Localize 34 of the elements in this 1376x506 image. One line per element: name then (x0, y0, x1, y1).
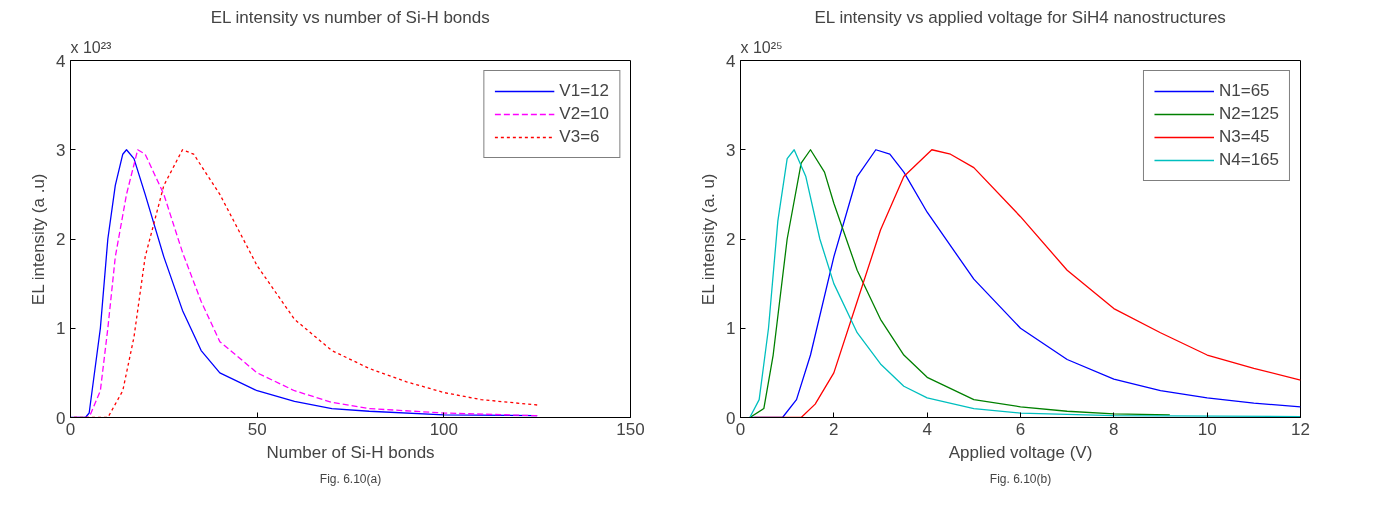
x-tick-label: 4 (922, 419, 932, 439)
caption: Fig. 6.10(b) (989, 471, 1052, 486)
chart-title: EL intensity vs number of Si-H bonds (210, 7, 490, 27)
y-tick-label: 2 (726, 230, 736, 249)
y-tick-label: 1 (726, 319, 736, 339)
y-axis-title: EL intensity (a .u) (29, 173, 49, 306)
x-axis-title: Number of Si-H bonds (266, 442, 435, 462)
x-tick-label: 2 (829, 419, 839, 439)
legend-label: N3=45 (1218, 127, 1270, 147)
x-tick-label: 6 (1015, 419, 1026, 439)
legend-label: V3=6 (559, 127, 600, 147)
x-axis-title: Applied voltage (V) (948, 442, 1093, 462)
legend-label: N2=125 (1218, 104, 1279, 124)
x-tick-label: 8 (1109, 419, 1119, 439)
legend-label: V2=10 (559, 104, 609, 124)
y-tick-label: 2 (56, 230, 66, 249)
y-axis-title: EL intensity (a. u) (699, 173, 719, 306)
caption: Fig. 6.10(a) (319, 471, 382, 486)
y-tick-label: 4 (726, 51, 736, 71)
y-tick-label: 1 (56, 319, 66, 339)
text: x 10²³ (70, 38, 113, 56)
x-tick-label: 12 (1291, 419, 1310, 439)
chart-title: EL intensity vs applied voltage for SiH4 nanostructures (814, 7, 1226, 27)
legend-label: N1=65 (1218, 81, 1270, 101)
legend-label: N4=165 (1218, 150, 1279, 170)
x-tick-label: 100 (429, 419, 459, 439)
y-tick-label: 3 (56, 140, 66, 160)
x-tick-label: 50 (247, 419, 267, 439)
x-tick-label: 10 (1197, 419, 1217, 439)
x-tick-label: 150 (616, 419, 645, 439)
legend-label: V1=12 (559, 81, 609, 101)
y-tick-label: 4 (56, 51, 66, 71)
text: x 10²⁵ (740, 38, 783, 56)
y-tick-label: 3 (726, 140, 736, 160)
